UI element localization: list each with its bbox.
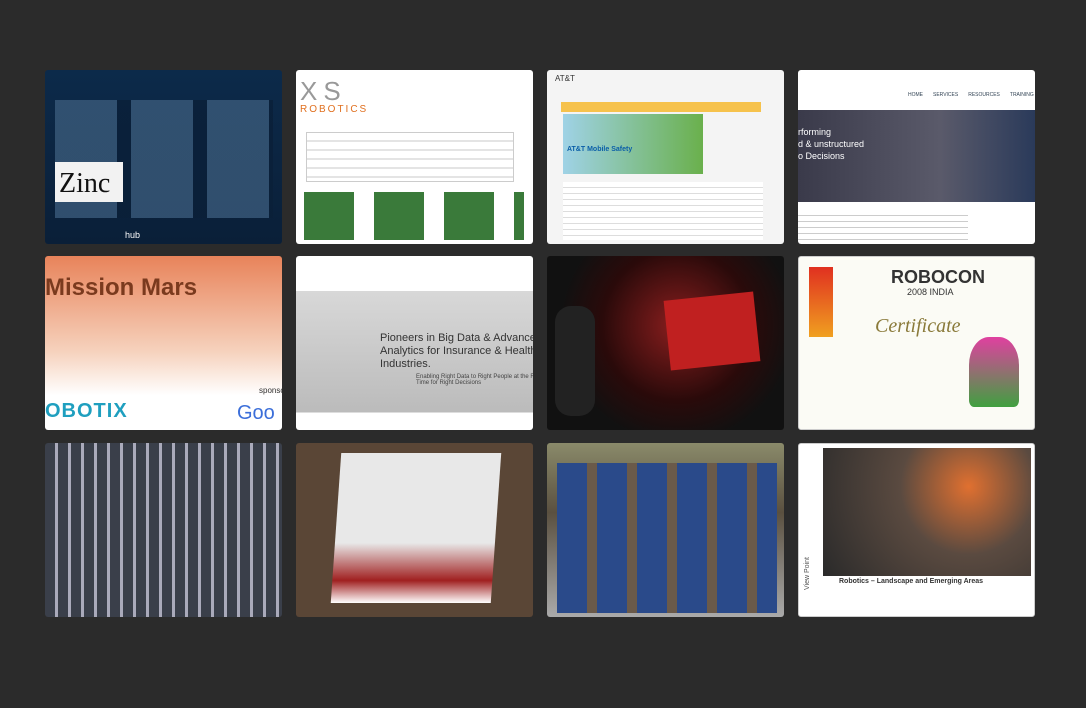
menu-item[interactable]: TRAINING [1009, 92, 1034, 98]
headline-line: rforming [798, 127, 832, 137]
title: ROBOCON [891, 267, 985, 287]
body [798, 210, 968, 240]
thumbnail-analytics[interactable]: HOME SERVICES RESOURCES TRAINING rformin… [798, 70, 1035, 244]
board [663, 291, 761, 371]
headline-line: d & unstructured [798, 139, 865, 149]
thumbnail-rhino-robot[interactable] [296, 443, 533, 617]
thumbnail-att[interactable]: AT&T AT&T Mobile Safety [547, 70, 784, 244]
boards [304, 192, 524, 240]
thumbnail-team[interactable] [547, 443, 784, 617]
logo: XS [300, 76, 347, 106]
menu-item[interactable]: RESOURCES [968, 92, 1000, 98]
zinc-box [55, 162, 123, 202]
thumbnail-xs-robotics[interactable]: XS ROBOTICS [296, 70, 533, 244]
heading: Certificate [875, 315, 961, 337]
thumbnail-robotics-slide[interactable]: View Point Robotics – Landscape and Emer… [798, 443, 1035, 617]
body [563, 182, 763, 240]
thumbnail-mission-mars[interactable]: Mission Mars OBOTIX sponsor Goo [45, 256, 282, 430]
sponsor-label: sponsor [259, 386, 282, 395]
logo: OBOTIX [45, 400, 128, 422]
brand: View Point [803, 557, 811, 590]
thumbnail-robot[interactable] [547, 256, 784, 430]
thumbnail-robocon[interactable]: ROBOCON 2008 INDIA Certificate [798, 256, 1035, 430]
hero [798, 110, 1035, 202]
menu-item[interactable]: SERVICES [933, 92, 959, 98]
headline: rforming d & unstructured o Decisions [798, 126, 864, 162]
brand: AT&T [555, 74, 575, 83]
thumbnail-maze[interactable] [45, 443, 282, 617]
headline: Pioneers in Big Data & Advanced Analytic… [380, 332, 533, 370]
title: Mission Mars [45, 274, 198, 301]
headline-line: o Decisions [798, 151, 845, 161]
photo [823, 448, 1031, 576]
thumbnail-media-portal[interactable]: Zinc hub [45, 70, 282, 244]
link-list [306, 132, 514, 182]
year: 2008 INDIA [907, 287, 954, 297]
footer-logo: hub [125, 230, 141, 240]
people [557, 463, 777, 613]
subhead: Enabling Right Data to Right People at t… [416, 374, 533, 386]
emblem [809, 267, 833, 337]
tagline: ROBOTICS [300, 104, 369, 115]
thumbnail-big-data[interactable]: Pioneers in Big Data & Advanced Analytic… [296, 256, 533, 430]
chassis [330, 453, 502, 603]
banner: AT&T Mobile Safety [567, 146, 633, 153]
nav [561, 102, 761, 112]
menu-item[interactable]: HOME [908, 92, 923, 98]
hero [563, 114, 703, 174]
figure [969, 337, 1019, 407]
wheel [555, 306, 595, 416]
slide-title: Robotics – Landscape and Emerging Areas [839, 578, 984, 585]
logo: Zinc [59, 168, 111, 199]
sponsor: Goo [237, 402, 275, 424]
menu: HOME SERVICES RESOURCES TRAINING [908, 92, 1034, 98]
